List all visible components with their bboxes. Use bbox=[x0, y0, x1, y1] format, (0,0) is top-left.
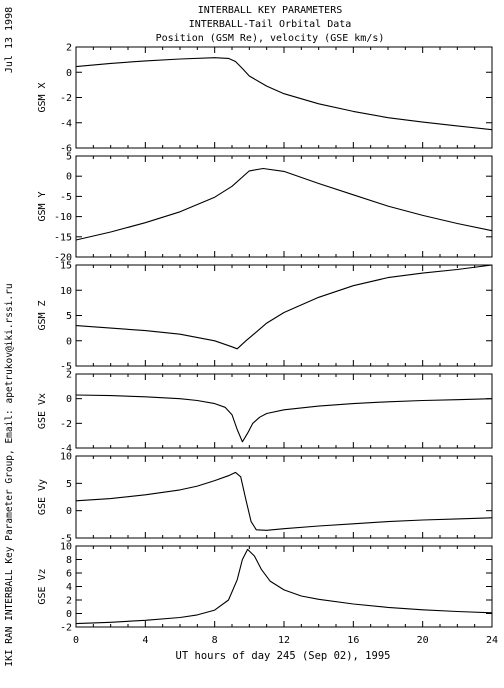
panel-frame bbox=[75, 545, 493, 628]
x-tick-label: 8 bbox=[212, 635, 218, 646]
y-axis-label: GSE Vz bbox=[37, 568, 48, 604]
series-line bbox=[75, 471, 493, 531]
panel-5: 10 5 0 -5 GSE Vy bbox=[37, 452, 493, 545]
y-tick-label: 5 bbox=[66, 479, 72, 490]
y-axis-label: GSM X bbox=[37, 82, 48, 112]
x-tick-label: 0 bbox=[73, 635, 79, 646]
panel-4: 2 0 -2 -4 GSE Vx bbox=[37, 370, 493, 455]
y-tick-label: 5 bbox=[66, 152, 72, 163]
y-tick-label: 2 bbox=[66, 596, 72, 607]
y-tick-label: -15 bbox=[54, 232, 72, 243]
x-tick-label: 20 bbox=[417, 635, 429, 646]
series-line bbox=[75, 394, 493, 443]
panel-6: 10 8 6 4 2 0 -2 GSE Vz bbox=[37, 542, 493, 634]
y-tick-label: -2 bbox=[60, 623, 72, 634]
y-tick-label: -2 bbox=[60, 93, 72, 104]
series-line bbox=[75, 57, 493, 131]
y-tick-label: -6 bbox=[60, 144, 72, 155]
y-tick-label: -4 bbox=[60, 118, 72, 129]
y-tick-label: -4 bbox=[60, 444, 72, 455]
y-tick-label: 15 bbox=[60, 261, 72, 272]
panel-1: 2 0 -2 -4 -6 GSM X bbox=[37, 43, 493, 155]
y-tick-label: -5 bbox=[60, 534, 72, 545]
y-tick-label: 2 bbox=[66, 43, 72, 54]
y-tick-label: 0 bbox=[66, 394, 72, 405]
y-tick-label: 2 bbox=[66, 370, 72, 381]
y-axis-label: GSM Z bbox=[37, 300, 48, 330]
panel-frame bbox=[75, 373, 493, 449]
y-tick-label: -2 bbox=[60, 419, 72, 430]
y-tick-label: 8 bbox=[66, 555, 72, 566]
panel-frame bbox=[75, 46, 493, 149]
header-line-3: Position (GSM Re), velocity (GSE km/s) bbox=[156, 33, 385, 44]
series-line bbox=[75, 548, 493, 625]
y-tick-label: 0 bbox=[66, 609, 72, 620]
y-tick-label: 10 bbox=[60, 542, 72, 553]
x-tick-label: 12 bbox=[278, 635, 290, 646]
x-tick-label: 16 bbox=[347, 635, 359, 646]
y-tick-label: 5 bbox=[66, 311, 72, 322]
y-tick-label: 0 bbox=[66, 506, 72, 517]
y-tick-label: -10 bbox=[54, 212, 72, 223]
series-line bbox=[75, 264, 493, 350]
y-tick-label: 4 bbox=[66, 582, 72, 593]
y-tick-label: 0 bbox=[66, 336, 72, 347]
y-tick-label: 10 bbox=[60, 286, 72, 297]
y-tick-label: -20 bbox=[54, 253, 72, 264]
y-axis-label: GSE Vy bbox=[37, 479, 48, 515]
panel-2: 5 0 -5 -10 -15 -20 GSM Y bbox=[37, 152, 493, 264]
side-credit: IKI RAN INTERBALL Key Parameter Group, E… bbox=[4, 283, 15, 666]
y-tick-label: -5 bbox=[60, 192, 72, 203]
side-date: Jul 13 1998 bbox=[4, 7, 15, 73]
series-line bbox=[75, 167, 493, 241]
y-tick-label: -5 bbox=[60, 362, 72, 373]
header-line-2: INTERBALL-Tail Orbital Data bbox=[189, 19, 352, 30]
panel-frame bbox=[75, 264, 493, 367]
x-tick-label: 24 bbox=[486, 635, 498, 646]
y-tick-label: 6 bbox=[66, 569, 72, 580]
x-axis-label: UT hours of day 245 (Sep 02), 1995 bbox=[176, 650, 391, 662]
panel-3: 15 10 5 0 -5 GSM Z bbox=[37, 261, 493, 373]
header-line-1: INTERBALL KEY PARAMETERS bbox=[198, 5, 343, 16]
y-axis-label: GSM Y bbox=[37, 191, 48, 221]
y-axis-label: GSE Vx bbox=[37, 393, 48, 429]
y-tick-label: 0 bbox=[66, 68, 72, 79]
y-tick-label: 10 bbox=[60, 452, 72, 463]
panel-frame bbox=[75, 455, 493, 539]
y-tick-label: 0 bbox=[66, 172, 72, 183]
x-axis: 0 4 8 12 16 20 24 bbox=[73, 635, 498, 646]
x-tick-label: 4 bbox=[142, 635, 148, 646]
